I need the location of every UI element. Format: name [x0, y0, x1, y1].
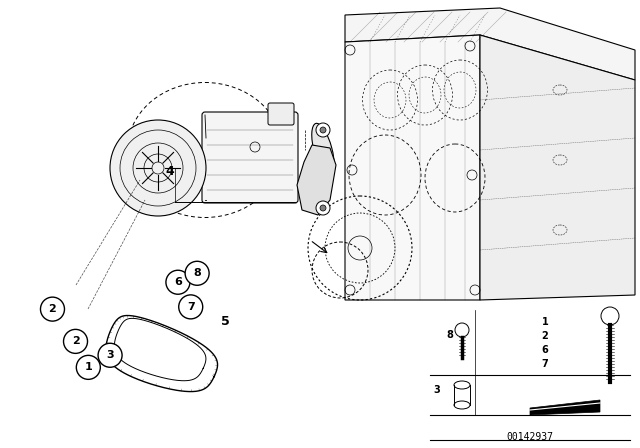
Polygon shape	[115, 319, 206, 381]
Circle shape	[98, 343, 122, 367]
FancyBboxPatch shape	[202, 112, 298, 203]
Circle shape	[320, 127, 326, 133]
Circle shape	[40, 297, 65, 321]
Text: 2: 2	[541, 331, 548, 341]
Polygon shape	[345, 35, 480, 300]
Text: 3: 3	[434, 385, 440, 395]
Text: 2: 2	[72, 336, 79, 346]
Text: 7: 7	[187, 302, 195, 312]
Text: 1: 1	[84, 362, 92, 372]
Text: 6: 6	[174, 277, 182, 287]
Circle shape	[179, 295, 203, 319]
Circle shape	[76, 355, 100, 379]
Text: 4: 4	[165, 164, 174, 178]
Ellipse shape	[312, 123, 334, 177]
Circle shape	[316, 201, 330, 215]
Circle shape	[63, 329, 88, 353]
Circle shape	[320, 205, 326, 211]
FancyBboxPatch shape	[268, 103, 294, 125]
Text: 8: 8	[193, 268, 201, 278]
Text: 5: 5	[221, 315, 230, 328]
Text: 8: 8	[447, 330, 453, 340]
Polygon shape	[345, 8, 635, 80]
Polygon shape	[297, 145, 336, 215]
Polygon shape	[480, 35, 635, 300]
Polygon shape	[530, 400, 600, 415]
Text: 2: 2	[49, 304, 56, 314]
Circle shape	[166, 270, 190, 294]
Ellipse shape	[454, 381, 470, 389]
Text: 1: 1	[541, 317, 548, 327]
Ellipse shape	[454, 401, 470, 409]
Polygon shape	[106, 315, 218, 392]
Text: 00142937: 00142937	[506, 432, 554, 442]
Text: 7: 7	[541, 359, 548, 369]
Circle shape	[110, 120, 206, 216]
Circle shape	[185, 261, 209, 285]
Text: 3: 3	[106, 350, 114, 360]
Circle shape	[316, 123, 330, 137]
Text: 6: 6	[541, 345, 548, 355]
